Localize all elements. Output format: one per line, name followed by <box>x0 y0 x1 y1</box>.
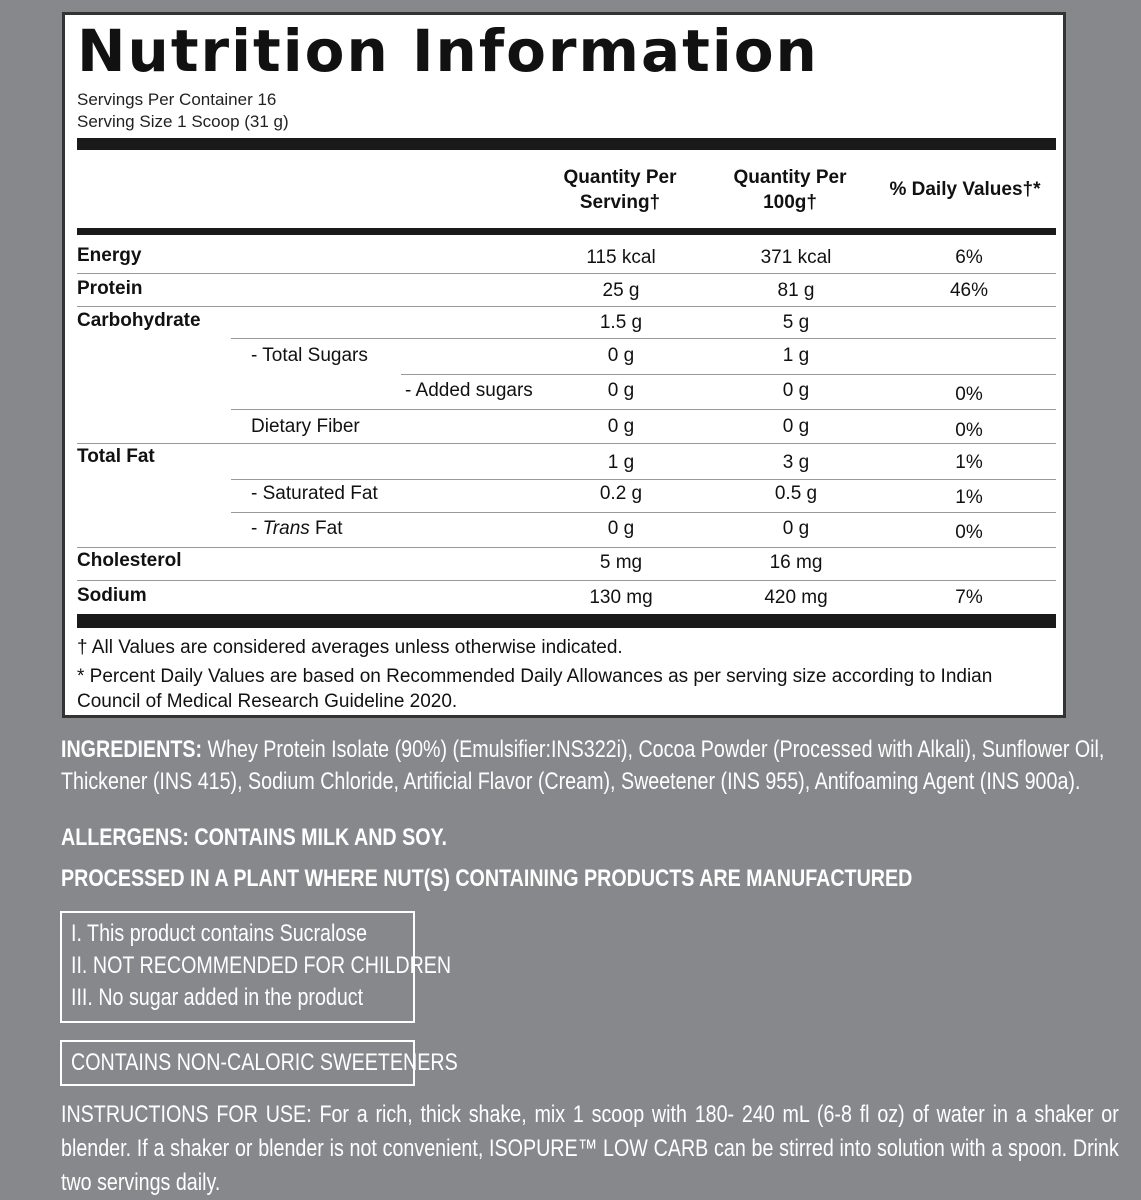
serving-size: Serving Size 1 Scoop (31 g) <box>77 112 289 131</box>
row-label: Energy <box>77 245 142 266</box>
per-serving-value: 130 mg <box>589 587 653 608</box>
divider <box>77 228 1056 235</box>
row-divider <box>231 409 1056 410</box>
row-divider <box>77 273 1056 274</box>
header-per-serving: Quantity Per Serving† <box>563 167 677 213</box>
page-title: Nutrition Information <box>77 17 819 85</box>
header-per-100g: Quantity Per 100g† <box>733 167 847 213</box>
per-100g-value: 16 mg <box>769 552 823 573</box>
allergens: ALLERGENS: CONTAINS MILK AND SOY. <box>61 824 447 851</box>
row-divider <box>77 580 1056 581</box>
per-serving-value: 25 g <box>602 280 640 301</box>
servings-per-container: Servings Per Container 16 <box>77 90 277 109</box>
row-divider <box>77 443 1056 444</box>
row-label: - Total Sugars <box>251 345 368 366</box>
ingredients-text: Whey Protein Isolate (90%) (Emulsifier:I… <box>61 736 1105 795</box>
per-serving-value: 115 kcal <box>586 247 656 268</box>
row-label: Cholesterol <box>77 550 182 571</box>
row-divider <box>401 374 1056 375</box>
daily-value: 6% <box>955 247 983 268</box>
divider <box>77 138 1056 150</box>
processed-warning: PROCESSED IN A PLANT WHERE NUT(S) CONTAI… <box>61 865 913 892</box>
per-100g-value: 1 g <box>782 345 810 366</box>
daily-value: 0% <box>955 420 983 441</box>
header-daily-values: % Daily Values†* <box>889 179 1041 200</box>
row-divider <box>231 338 1056 339</box>
row-divider <box>231 479 1056 480</box>
notices-box <box>60 911 415 1023</box>
per-serving-value: 0 g <box>607 380 635 401</box>
per-100g-value: 81 g <box>777 280 815 301</box>
per-100g-value: 371 kcal <box>760 247 832 268</box>
per-100g-value: 3 g <box>782 452 810 473</box>
footnote-averages: † All Values are considered averages unl… <box>77 637 623 658</box>
notice-item: II. NOT RECOMMENDED FOR CHILDREN <box>71 952 452 979</box>
sweetener-box <box>60 1040 415 1086</box>
per-100g-value: 5 g <box>782 312 810 333</box>
daily-value: 0% <box>955 384 983 405</box>
row-divider <box>77 547 1056 548</box>
daily-value: 7% <box>955 587 983 608</box>
per-serving-value: 1.5 g <box>599 312 643 333</box>
daily-value: 0% <box>955 522 983 543</box>
per-100g-value: 0.5 g <box>774 483 818 504</box>
per-serving-value: 5 mg <box>599 552 643 573</box>
row-label: Carbohydrate <box>77 310 201 331</box>
per-serving-value: 0.2 g <box>599 483 643 504</box>
notice-list: I. This product contains Sucralose II. N… <box>71 918 451 1014</box>
row-label: Dietary Fiber <box>251 416 360 437</box>
per-serving-value: 0 g <box>607 518 635 539</box>
per-serving-value: 0 g <box>607 345 635 366</box>
instructions: INSTRUCTIONS FOR USE: For a rich, thick … <box>61 1101 1119 1196</box>
row-divider <box>77 306 1056 307</box>
nutrition-panel: Nutrition Information Servings Per Conta… <box>62 12 1066 718</box>
daily-value: 46% <box>949 280 989 301</box>
per-serving-value: 1 g <box>607 452 635 473</box>
footnote-daily-values: * Percent Daily Values are based on Reco… <box>77 666 993 712</box>
sweetener-notice: CONTAINS NON-CALORIC SWEETENERS <box>71 1049 458 1076</box>
notice-item: III. No sugar added in the product <box>71 984 364 1011</box>
row-label: Total Fat <box>77 446 155 467</box>
ingredients-label: INGREDIENTS: <box>61 736 203 763</box>
per-serving-value: 0 g <box>607 416 635 437</box>
row-label: - Saturated Fat <box>251 483 378 504</box>
per-100g-value: 0 g <box>782 416 810 437</box>
divider <box>77 614 1056 628</box>
ingredients: INGREDIENTS: Whey Protein Isolate (90%) … <box>61 734 1119 798</box>
daily-value: 1% <box>955 487 983 508</box>
daily-value: 1% <box>955 452 983 473</box>
row-label: Protein <box>77 278 143 299</box>
per-100g-value: 420 mg <box>764 587 828 608</box>
per-100g-value: 0 g <box>782 380 810 401</box>
row-label: - Trans Fat <box>251 518 343 539</box>
row-label: - Added sugars <box>405 380 533 401</box>
row-divider <box>231 512 1056 513</box>
per-100g-value: 0 g <box>782 518 810 539</box>
notice-item: I. This product contains Sucralose <box>71 920 368 947</box>
row-label: Sodium <box>77 585 147 606</box>
